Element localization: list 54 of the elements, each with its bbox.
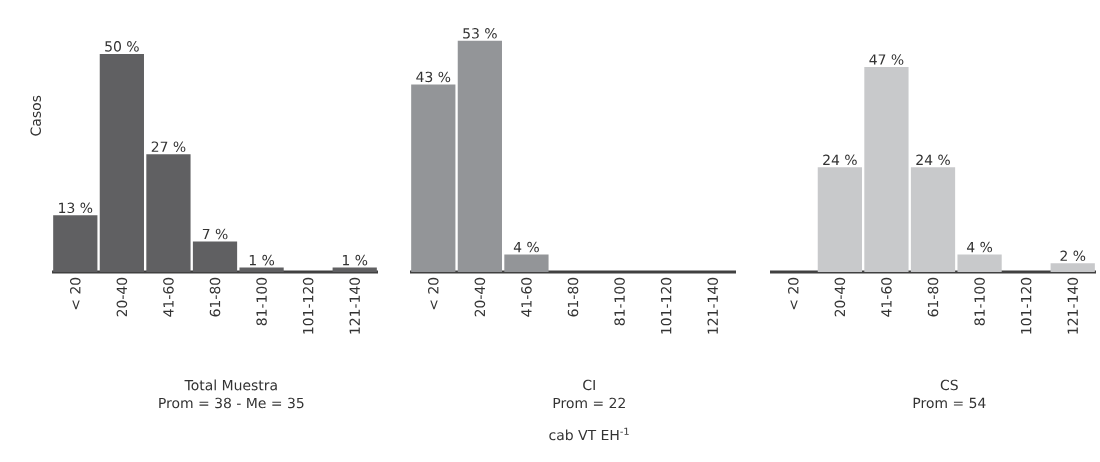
text: Prom = 54 (913, 397, 986, 409)
x-tick-label: 41-60 (163, 277, 174, 317)
data-label: 24 % (823, 154, 857, 166)
text: CS (940, 379, 958, 391)
x-tick-label: 20-40 (116, 277, 128, 317)
bar (146, 154, 191, 272)
text: Prom = 38 - Me = 35 (159, 397, 304, 409)
x-tick-label: 61-80 (209, 277, 221, 317)
bar (53, 215, 98, 272)
x-tick-label: 20-40 (834, 277, 846, 317)
bar (332, 267, 377, 272)
text: Total Muestra (184, 379, 277, 391)
bar (192, 241, 238, 272)
data-label: 13 % (59, 202, 93, 214)
y-axis-title: Casos (30, 95, 41, 136)
bar (1050, 263, 1095, 272)
data-label: 1 % (342, 254, 368, 266)
x-tick-label: 101-120 (302, 277, 314, 334)
x-tick-label: 101-120 (1020, 277, 1032, 334)
x-tick-label: < 20 (428, 277, 439, 310)
data-label: 4 % (513, 241, 539, 253)
x-tick-label: 121-140 (1067, 277, 1078, 334)
x-tick-label: 81-100 (974, 277, 985, 326)
x-tick-label: 20-40 (474, 277, 486, 317)
data-label: 2 % (1060, 250, 1086, 262)
data-label: 1 % (249, 254, 275, 266)
bar (817, 167, 862, 272)
data-label: 50 % (105, 41, 139, 52)
data-label: 24 % (916, 154, 950, 166)
x-tick-label: 61-80 (927, 277, 939, 317)
data-label: 7 % (202, 228, 228, 240)
data-label: 4 % (966, 241, 993, 253)
text: Prom = 22 (553, 397, 625, 409)
x-axis-title: cab VT EH$^{-1}$ (549, 427, 629, 441)
x-tick-label: 61-80 (567, 277, 579, 317)
data-label: 53 % (463, 28, 497, 39)
text: CI (583, 379, 595, 391)
x-tick-label: 121-140 (349, 277, 360, 334)
bar (99, 53, 144, 272)
bar (957, 254, 1002, 272)
x-tick-label: 101-120 (660, 277, 672, 334)
bar (910, 167, 956, 272)
data-label: 47 % (869, 54, 904, 65)
x-tick-label: 41-60 (881, 277, 892, 317)
x-tick-label: < 20 (70, 277, 81, 310)
bar (239, 267, 284, 272)
x-tick-label: 81-100 (256, 277, 267, 326)
data-label: 27 % (151, 141, 186, 153)
bar (864, 66, 909, 272)
x-tick-label: < 20 (788, 277, 799, 310)
x-tick-label: 81-100 (614, 277, 625, 326)
data-label: 43 % (416, 71, 451, 83)
x-tick-label: 121-140 (707, 277, 718, 334)
x-tick-label: 41-60 (521, 277, 532, 317)
